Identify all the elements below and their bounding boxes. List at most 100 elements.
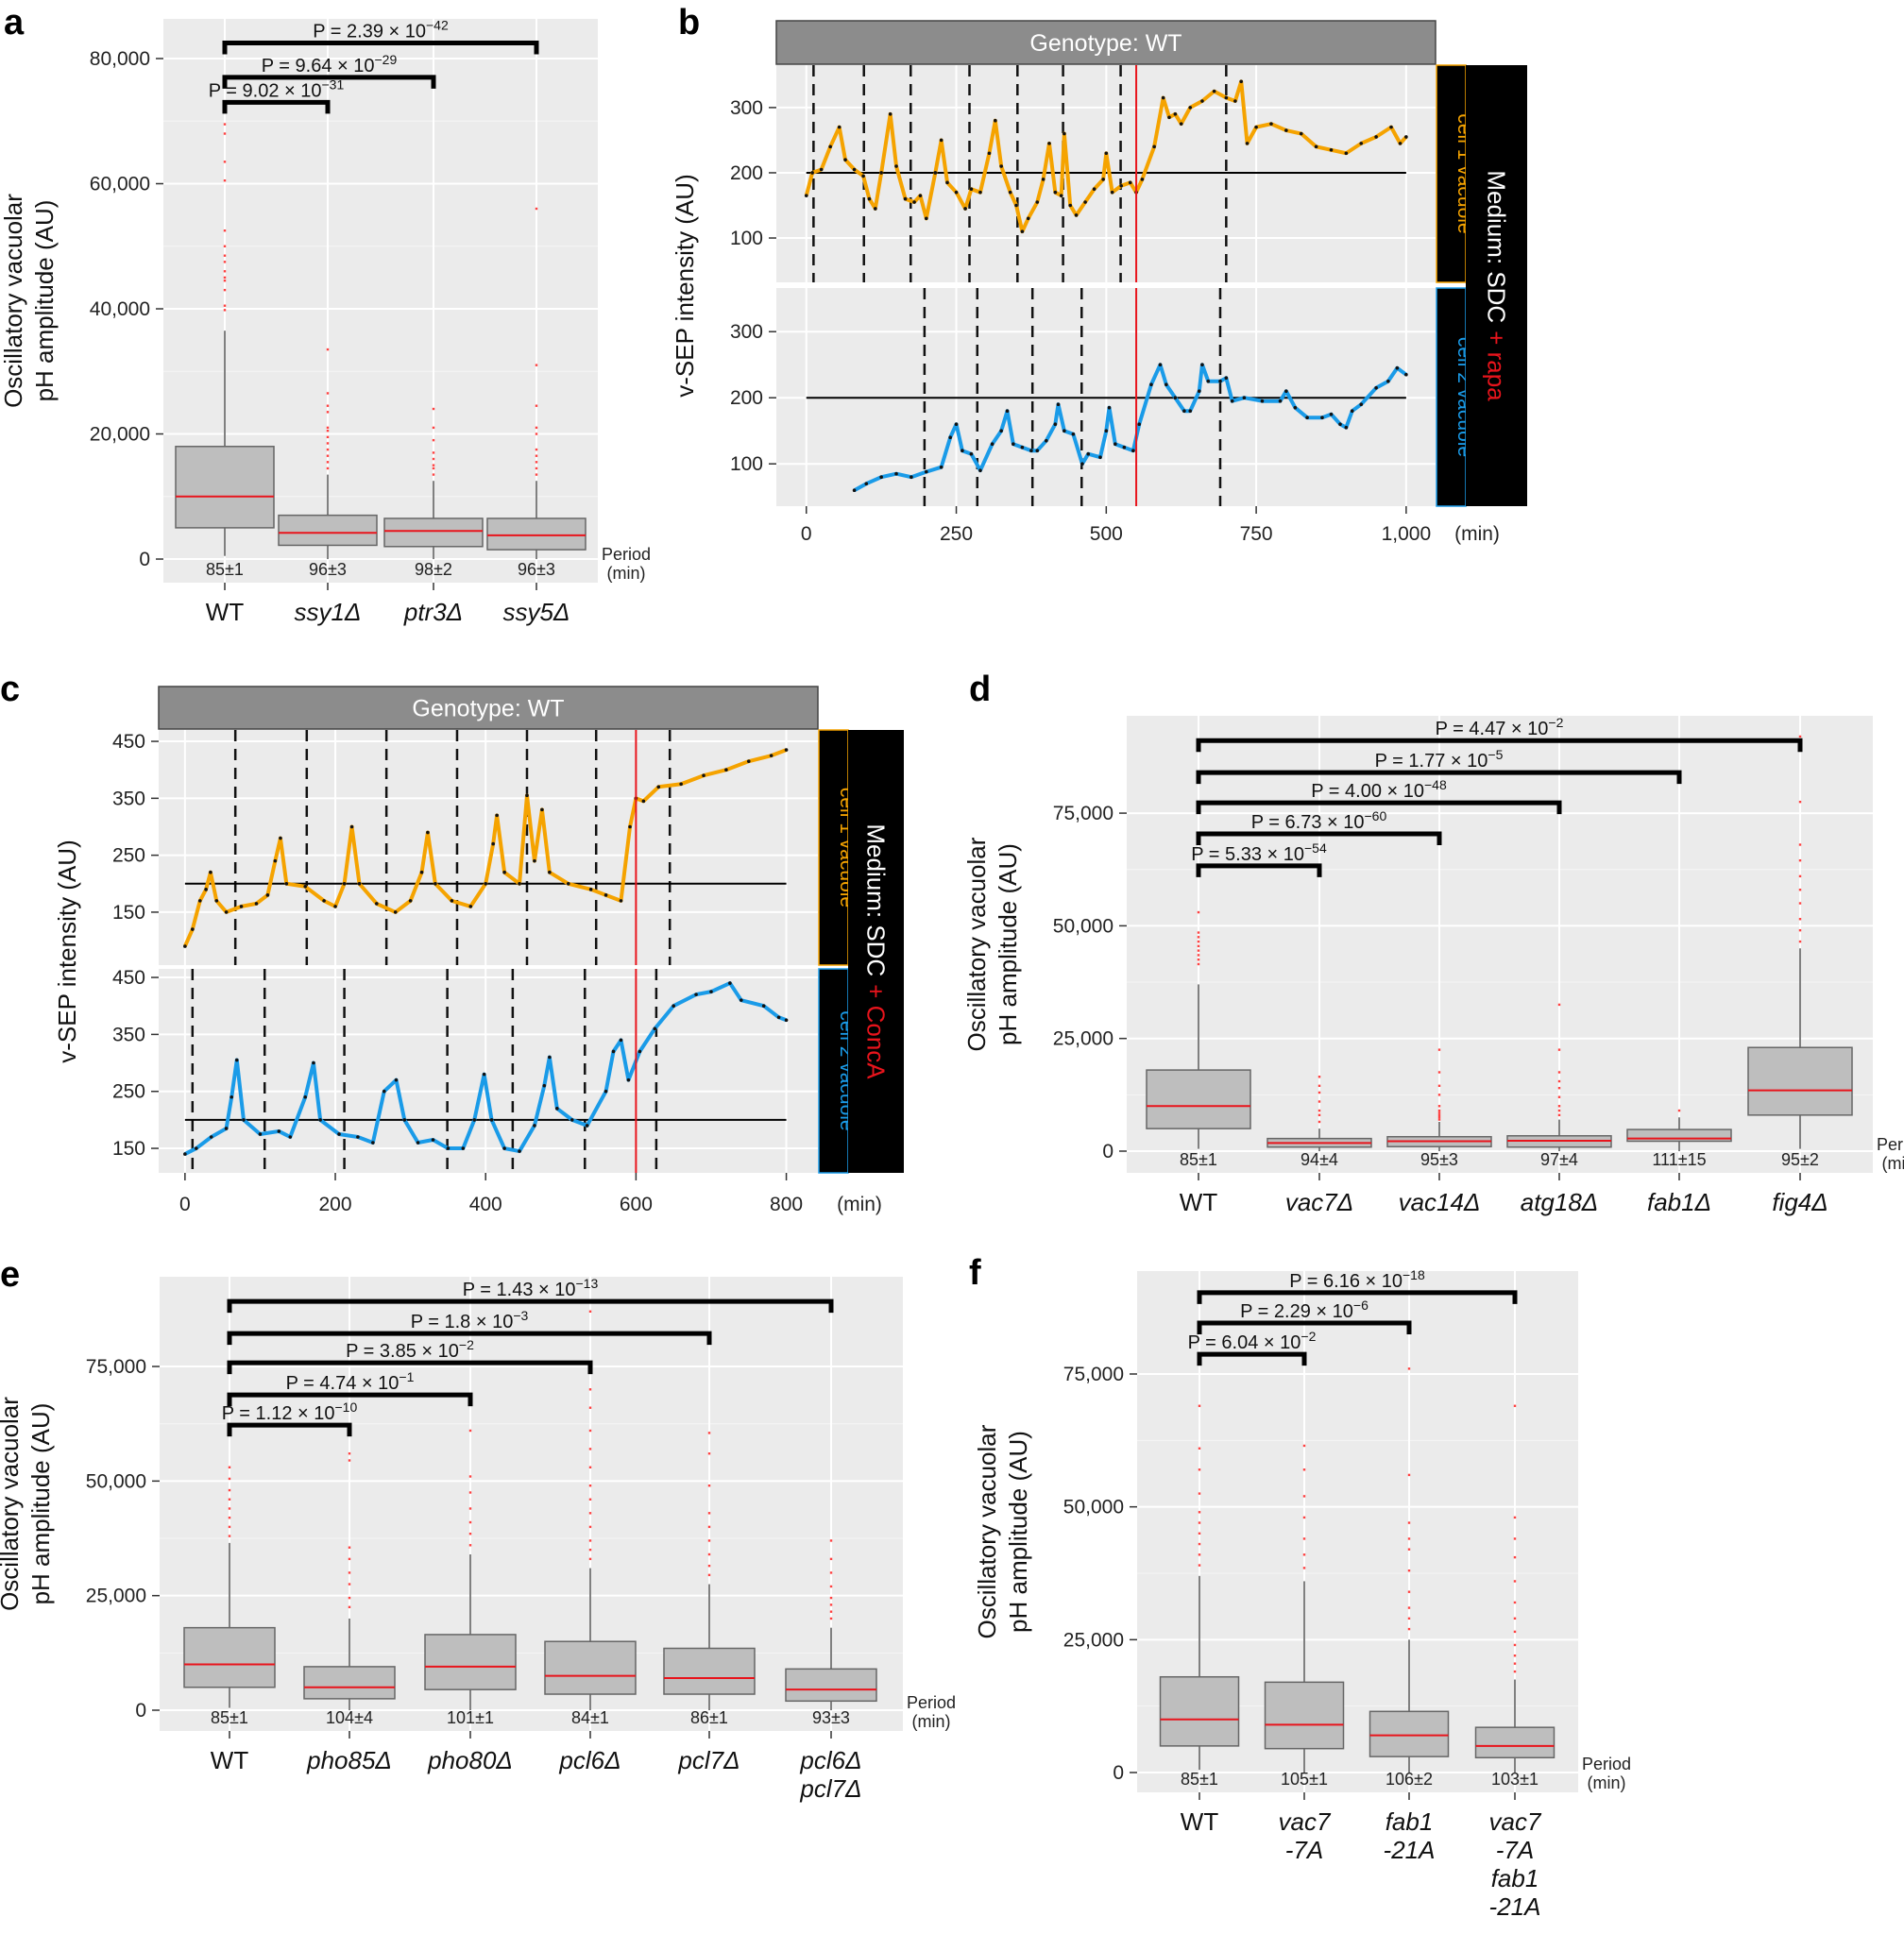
data-point	[408, 899, 413, 903]
data-point	[375, 902, 379, 906]
data-point	[746, 759, 751, 763]
outlier-point	[1407, 1627, 1411, 1631]
data-point	[555, 1107, 559, 1111]
data-point	[894, 471, 898, 476]
data-point	[1062, 429, 1066, 433]
outlier-point	[348, 1557, 351, 1561]
x-axis-unit: (min)	[1454, 523, 1500, 545]
p-value-text: P = 4.00 × 10	[1311, 781, 1424, 802]
outlier-point	[588, 1466, 592, 1468]
period-value: 94±4	[1300, 1150, 1338, 1169]
data-point	[312, 1060, 315, 1065]
data-point	[1053, 422, 1058, 427]
outlier-point	[535, 467, 538, 470]
outlier-point	[326, 448, 330, 451]
data-point	[954, 422, 959, 427]
data-point	[1173, 396, 1178, 400]
category-label: -21A	[1489, 1892, 1541, 1921]
data-point	[1074, 213, 1079, 217]
outlier-point	[1513, 1670, 1517, 1673]
outlier-point	[707, 1484, 711, 1487]
data-point	[1338, 422, 1342, 427]
data-point	[495, 813, 499, 818]
outlier-point	[1437, 1048, 1441, 1051]
p-value-label: P = 2.39 × 10−42	[313, 17, 449, 42]
outlier-point	[326, 404, 330, 407]
outlier-point	[1557, 1079, 1561, 1083]
data-point	[1239, 79, 1244, 84]
data-point	[1224, 95, 1229, 100]
data-point	[604, 893, 608, 897]
outlier-point	[326, 467, 330, 470]
data-point	[873, 207, 877, 211]
significance-bracket	[222, 75, 436, 89]
outlier-point	[468, 1491, 472, 1494]
outlier-point	[223, 279, 227, 282]
outlier-point	[228, 1535, 231, 1537]
data-point	[518, 881, 521, 886]
outlier-point	[588, 1484, 592, 1487]
box-4	[663, 1432, 756, 1711]
data-point	[1404, 135, 1408, 139]
p-value-exponent: −6	[1353, 1298, 1368, 1313]
outlier-point	[1557, 1048, 1561, 1051]
outlier-point	[1557, 1113, 1561, 1117]
x-tick-label: 250	[940, 523, 973, 545]
panel-letter-e: e	[0, 1255, 20, 1295]
box-0	[1146, 780, 1251, 1149]
outlier-point	[1437, 1113, 1441, 1117]
data-point	[450, 899, 454, 903]
data-point	[1230, 399, 1234, 403]
data-point	[502, 870, 506, 874]
outlier-point	[228, 1488, 231, 1492]
data-point	[1374, 135, 1378, 139]
box-iqr	[1368, 1710, 1450, 1757]
data-point	[1119, 183, 1123, 188]
outlier-point	[829, 1617, 833, 1620]
outlier-point	[1318, 1091, 1321, 1094]
outlier-point	[535, 207, 538, 211]
box-1	[303, 1452, 396, 1711]
box-iqr	[663, 1647, 756, 1695]
p-value-text: P = 2.39 × 10	[313, 21, 426, 42]
box-iqr	[303, 1666, 396, 1700]
genotype-header-label: Genotype: WT	[1029, 30, 1182, 57]
outlier-point	[707, 1452, 711, 1455]
p-value-exponent: −18	[1402, 1267, 1425, 1282]
data-point	[879, 475, 883, 480]
data-point	[183, 1152, 187, 1156]
y-tick-label: 300	[730, 321, 763, 343]
data-point	[894, 164, 898, 168]
data-point	[1092, 187, 1096, 192]
y-tick-label: 350	[112, 788, 145, 809]
outlier-point	[1197, 954, 1200, 957]
outlier-point	[1407, 1537, 1411, 1540]
category-label: atg18Δ	[1521, 1188, 1599, 1216]
outlier-point	[1197, 962, 1200, 966]
p-value-text: P = 9.02 × 10	[209, 80, 322, 101]
data-point	[918, 194, 923, 197]
data-point	[357, 881, 362, 886]
category-label: fab1	[1491, 1864, 1539, 1892]
significance-bracket	[1196, 770, 1682, 785]
period-axis-label: (min)	[912, 1712, 951, 1731]
box-0	[183, 1466, 276, 1708]
box-iqr	[1146, 1069, 1251, 1129]
outlier-point	[1798, 928, 1802, 932]
outlier-point	[829, 1603, 833, 1606]
period-axis-label: (min)	[1882, 1154, 1904, 1173]
data-point	[382, 1089, 386, 1094]
data-point	[1374, 385, 1378, 390]
data-point	[1047, 142, 1051, 145]
outlier-point	[1798, 874, 1802, 878]
data-point	[1014, 203, 1018, 208]
p-value-text: P = 3.85 × 10	[346, 1341, 459, 1362]
outlier-point	[1513, 1516, 1517, 1519]
significance-bracket	[227, 1392, 473, 1407]
data-point	[284, 881, 289, 886]
data-point	[1284, 389, 1288, 394]
outlier-point	[468, 1507, 472, 1510]
outlier-point	[468, 1429, 472, 1433]
y-tick-label: 0	[1113, 1762, 1124, 1784]
